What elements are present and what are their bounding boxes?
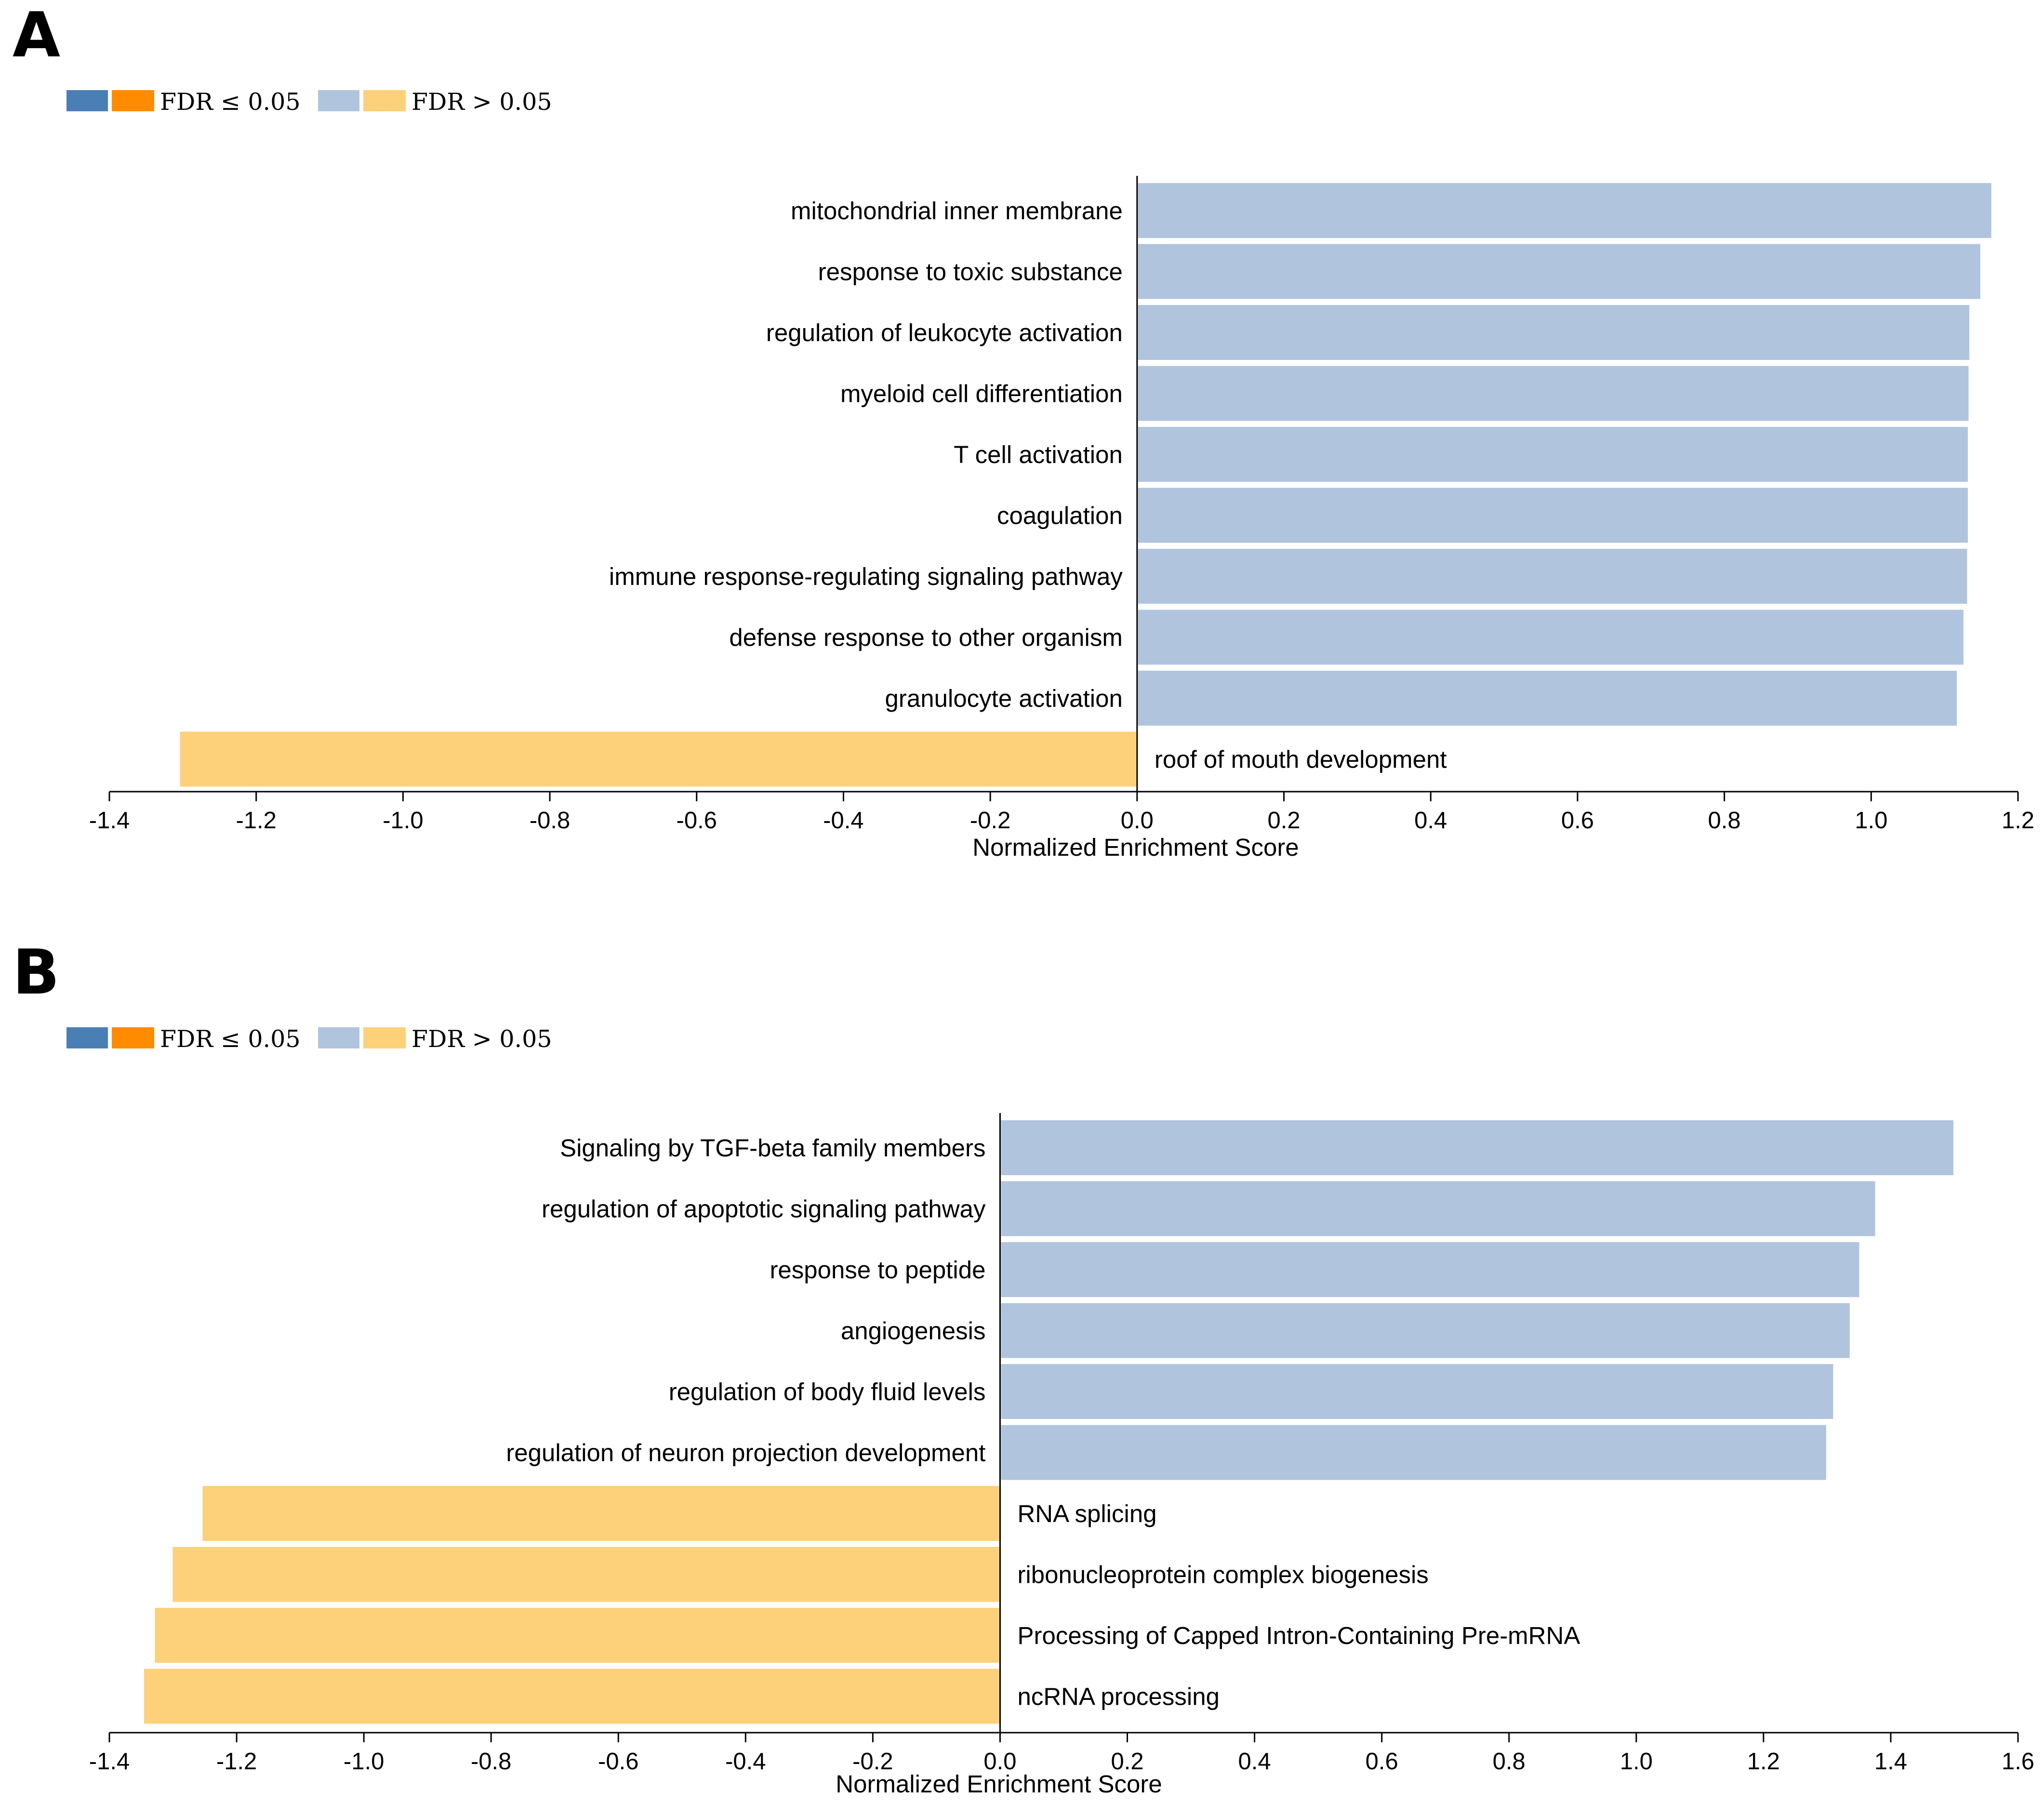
x-tick-label: -1.0 bbox=[344, 1749, 384, 1775]
bar bbox=[1136, 181, 1993, 240]
x-tick-label: -1.0 bbox=[383, 808, 423, 834]
bar bbox=[1136, 486, 1970, 545]
x-tick-label: 1.0 bbox=[1620, 1749, 1653, 1775]
bar bbox=[1136, 303, 1971, 362]
bar bbox=[1136, 547, 1969, 606]
panel-letter-b: B bbox=[13, 937, 60, 1008]
x-tick-label: -1.2 bbox=[216, 1749, 257, 1775]
category-label: response to peptide bbox=[770, 1256, 985, 1284]
x-tick-label: 0.8 bbox=[1493, 1749, 1526, 1775]
x-tick-label: 1.2 bbox=[2002, 808, 2034, 834]
category-label: mitochondrial inner membrane bbox=[791, 197, 1123, 225]
legend-swatch-nonsignificant-positive bbox=[318, 1027, 359, 1048]
bar bbox=[142, 1667, 1001, 1726]
legend-swatch-nonsignificant-negative bbox=[363, 1027, 406, 1048]
bar bbox=[171, 1545, 1001, 1604]
category-label: regulation of apoptotic signaling pathwa… bbox=[542, 1195, 986, 1223]
bar bbox=[153, 1606, 1001, 1665]
x-axis-title-b: Normalized Enrichment Score bbox=[836, 1770, 1162, 1798]
category-label: regulation of neuron projection developm… bbox=[506, 1439, 985, 1467]
x-tick-label: -0.8 bbox=[471, 1749, 511, 1775]
legend-swatch-significant-positive bbox=[66, 1027, 108, 1048]
x-tick-label: -1.4 bbox=[89, 808, 130, 834]
bars-a: mitochondrial inner membrane response to … bbox=[178, 181, 1993, 789]
bars-b: Signaling by TGF-beta family members regu… bbox=[142, 1118, 1955, 1726]
legend-label-nonsignificant: FDR > 0.05 bbox=[411, 1025, 552, 1053]
bar bbox=[1136, 608, 1965, 667]
x-tick-label: -1.2 bbox=[236, 808, 276, 834]
x-tick-label: 0.4 bbox=[1414, 808, 1447, 834]
bar bbox=[1136, 425, 1970, 484]
legend-label-nonsignificant: FDR > 0.05 bbox=[411, 88, 552, 116]
x-tick-label: 1.2 bbox=[1747, 1749, 1780, 1775]
x-tick-label: -0.6 bbox=[677, 808, 717, 834]
bar bbox=[999, 1240, 1861, 1299]
x-axis-title-a: Normalized Enrichment Score bbox=[972, 834, 1299, 861]
category-label: roof of mouth development bbox=[1155, 746, 1447, 773]
x-tick-label: -0.4 bbox=[823, 808, 863, 834]
category-label: regulation of leukocyte activation bbox=[766, 319, 1123, 346]
category-label: response to toxic substance bbox=[818, 258, 1123, 286]
x-tick-label: 0.6 bbox=[1366, 1749, 1398, 1775]
x-tick-label: 0.2 bbox=[1267, 808, 1300, 834]
x-tick-label: 1.4 bbox=[1874, 1749, 1907, 1775]
category-label: T cell activation bbox=[954, 441, 1123, 468]
x-tick-label: 0.0 bbox=[983, 1749, 1016, 1775]
category-label: ribonucleoprotein complex biogenesis bbox=[1017, 1561, 1428, 1589]
x-tick-label: -0.4 bbox=[725, 1749, 766, 1775]
x-tick-label: 1.6 bbox=[2002, 1749, 2034, 1775]
category-label: ncRNA processing bbox=[1017, 1683, 1220, 1710]
category-label: myeloid cell differentiation bbox=[840, 380, 1123, 408]
x-tick-label: 0.0 bbox=[1121, 808, 1154, 834]
x-tick-label: 1.0 bbox=[1855, 808, 1887, 834]
bar bbox=[999, 1362, 1835, 1421]
legend-swatch-significant-negative bbox=[112, 90, 154, 111]
category-label: angiogenesis bbox=[841, 1317, 986, 1345]
x-ticks-a: -1.4 -1.2 -1.0 -0.8 -0.6 -0.4 -0.2 0.0 0.2 0.4 0.6… bbox=[89, 792, 2034, 834]
legend-swatch-significant-negative bbox=[112, 1027, 154, 1048]
legend-swatch-nonsignificant-negative bbox=[363, 90, 406, 111]
bar bbox=[1136, 242, 1982, 301]
x-ticks-b: -1.4 -1.2 -1.0 -0.8 -0.6 -0.4 -0.2 0.0 0.2 0.4 0.6… bbox=[89, 1733, 2034, 1775]
bar bbox=[1136, 669, 1959, 728]
category-label: regulation of body fluid levels bbox=[669, 1378, 986, 1405]
bar bbox=[999, 1301, 1852, 1360]
bar bbox=[999, 1118, 1955, 1177]
bar bbox=[200, 1484, 1001, 1543]
x-tick-label: -0.2 bbox=[852, 1749, 893, 1775]
x-tick-label: -0.8 bbox=[530, 808, 570, 834]
bar bbox=[1136, 364, 1971, 423]
x-tick-label: 0.2 bbox=[1111, 1749, 1143, 1775]
x-tick-label: -0.2 bbox=[970, 808, 1010, 834]
bar bbox=[999, 1179, 1877, 1238]
category-label: Signaling by TGF-beta family members bbox=[560, 1134, 985, 1162]
x-tick-label: -1.4 bbox=[89, 1749, 130, 1775]
bar bbox=[999, 1423, 1828, 1482]
x-tick-label: 0.6 bbox=[1561, 808, 1594, 834]
legend-swatch-significant-positive bbox=[66, 90, 108, 111]
panel-a: A FDR ≤ 0.05 FDR > 0.05 mitochondrial in… bbox=[13, 0, 2034, 861]
legend-label-significant: FDR ≤ 0.05 bbox=[160, 88, 301, 116]
x-tick-label: 0.4 bbox=[1238, 1749, 1271, 1775]
legend-b: FDR ≤ 0.05 FDR > 0.05 bbox=[66, 1025, 552, 1053]
legend-swatch-nonsignificant-positive bbox=[318, 90, 359, 111]
panel-b: B FDR ≤ 0.05 FDR > 0.05 Signaling by TGF… bbox=[13, 937, 2034, 1798]
panel-letter-a: A bbox=[13, 0, 60, 71]
x-tick-label: 0.8 bbox=[1708, 808, 1741, 834]
bar bbox=[178, 729, 1138, 789]
category-label: immune response-regulating signaling pat… bbox=[609, 563, 1123, 590]
category-label: RNA splicing bbox=[1017, 1500, 1156, 1527]
legend-a: FDR ≤ 0.05 FDR > 0.05 bbox=[66, 88, 552, 116]
legend-label-significant: FDR ≤ 0.05 bbox=[160, 1025, 301, 1053]
x-tick-label: -0.6 bbox=[598, 1749, 638, 1775]
category-label: defense response to other organism bbox=[729, 624, 1123, 651]
category-label: Processing of Capped Intron-Containing P… bbox=[1017, 1622, 1580, 1649]
category-label: coagulation bbox=[997, 502, 1123, 530]
category-label: granulocyte activation bbox=[885, 685, 1123, 712]
